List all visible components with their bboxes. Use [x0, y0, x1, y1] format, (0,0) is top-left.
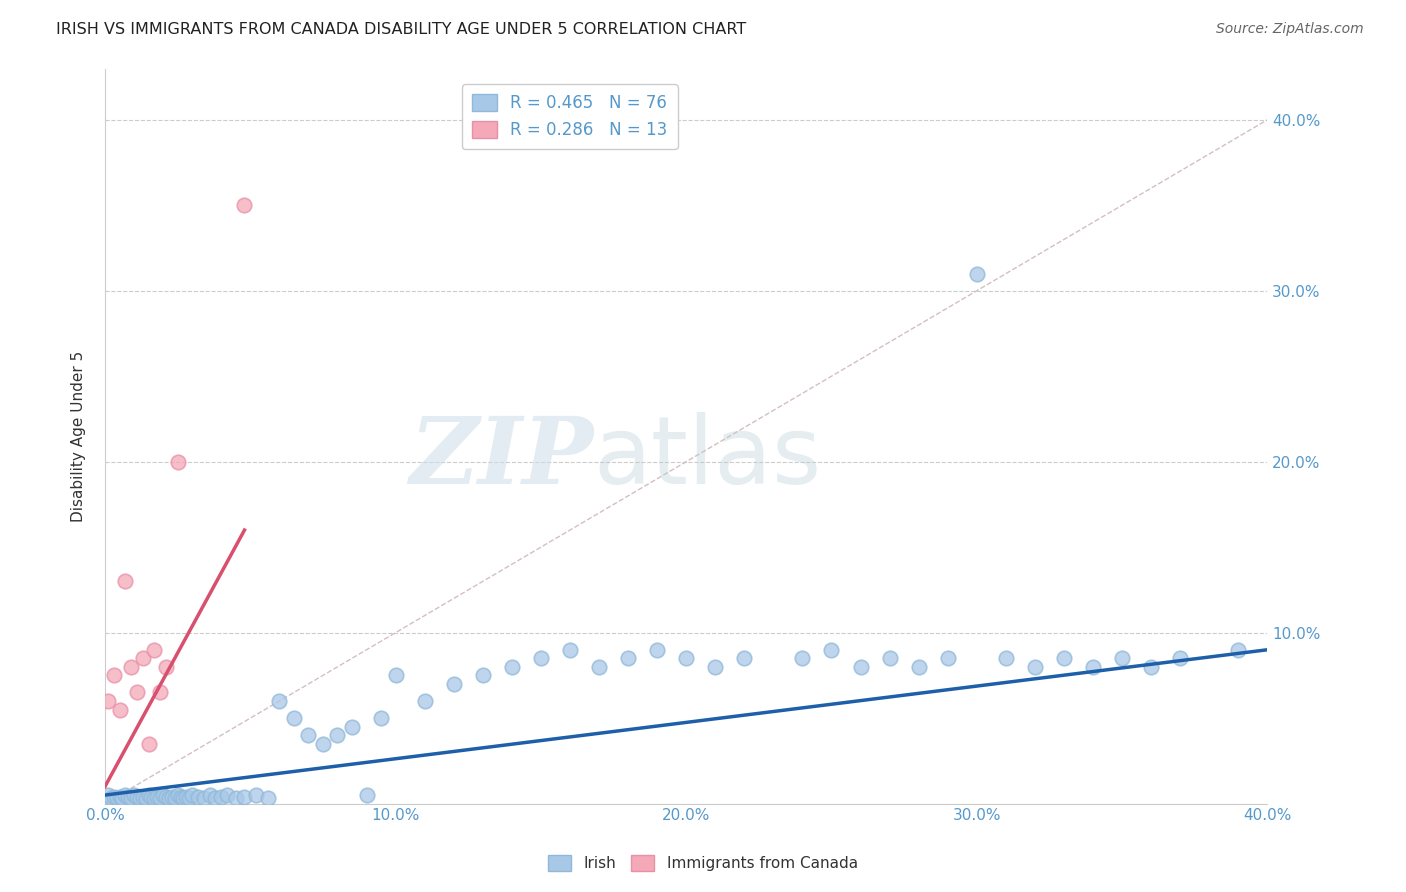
Point	[120, 791, 142, 805]
Point	[966, 267, 988, 281]
Point	[617, 651, 640, 665]
Point	[312, 737, 335, 751]
Point	[413, 694, 436, 708]
Point	[169, 789, 191, 804]
Point	[143, 642, 166, 657]
Point	[530, 651, 553, 665]
Point	[138, 737, 160, 751]
Point	[141, 789, 163, 804]
Point	[193, 791, 215, 805]
Point	[356, 788, 378, 802]
Point	[160, 789, 183, 804]
Point	[157, 791, 180, 805]
Point	[146, 789, 169, 804]
Point	[114, 788, 136, 802]
Point	[166, 455, 188, 469]
Point	[215, 788, 238, 802]
Point	[1081, 660, 1104, 674]
Point	[384, 668, 406, 682]
Point	[149, 791, 172, 805]
Point	[105, 791, 128, 805]
Point	[198, 788, 221, 802]
Point	[155, 660, 177, 674]
Point	[163, 791, 186, 805]
Point	[820, 642, 842, 657]
Point	[103, 789, 125, 804]
Point	[128, 791, 150, 805]
Point	[792, 651, 814, 665]
Point	[138, 788, 160, 802]
Point	[225, 791, 247, 805]
Point	[675, 651, 697, 665]
Point	[108, 789, 131, 804]
Point	[1024, 660, 1046, 674]
Point	[443, 677, 465, 691]
Point	[114, 574, 136, 589]
Text: IRISH VS IMMIGRANTS FROM CANADA DISABILITY AGE UNDER 5 CORRELATION CHART: IRISH VS IMMIGRANTS FROM CANADA DISABILI…	[56, 22, 747, 37]
Point	[269, 694, 291, 708]
Point	[187, 789, 209, 804]
Point	[143, 791, 166, 805]
Point	[125, 789, 148, 804]
Point	[256, 791, 278, 805]
Point	[108, 703, 131, 717]
Point	[994, 651, 1017, 665]
Point	[733, 651, 755, 665]
Point	[152, 788, 174, 802]
Point	[1227, 642, 1250, 657]
Point	[181, 788, 204, 802]
Point	[326, 728, 349, 742]
Point	[100, 791, 122, 805]
Point	[1168, 651, 1191, 665]
Point	[176, 789, 198, 804]
Point	[588, 660, 610, 674]
Point	[122, 788, 145, 802]
Point	[166, 788, 188, 802]
Point	[283, 711, 305, 725]
Point	[172, 791, 194, 805]
Legend: R = 0.465   N = 76, R = 0.286   N = 13: R = 0.465 N = 76, R = 0.286 N = 13	[463, 84, 678, 149]
Point	[132, 651, 155, 665]
Point	[97, 694, 120, 708]
Point	[233, 198, 256, 212]
Point	[132, 789, 155, 804]
Point	[179, 791, 201, 805]
Point	[704, 660, 727, 674]
Point	[245, 788, 267, 802]
Point	[1053, 651, 1076, 665]
Text: Source: ZipAtlas.com: Source: ZipAtlas.com	[1216, 22, 1364, 37]
Point	[103, 668, 125, 682]
Point	[936, 651, 959, 665]
Point	[849, 660, 872, 674]
Point	[120, 660, 142, 674]
Point	[501, 660, 523, 674]
Point	[111, 791, 134, 805]
Point	[558, 642, 581, 657]
Point	[645, 642, 668, 657]
Point	[204, 791, 226, 805]
Point	[907, 660, 929, 674]
Point	[149, 685, 172, 699]
Point	[370, 711, 392, 725]
Point	[125, 685, 148, 699]
Point	[97, 788, 120, 802]
Point	[117, 789, 139, 804]
Text: ZIP: ZIP	[409, 413, 593, 503]
Point	[297, 728, 319, 742]
Legend: Irish, Immigrants from Canada: Irish, Immigrants from Canada	[543, 849, 863, 877]
Point	[135, 791, 157, 805]
Y-axis label: Disability Age Under 5: Disability Age Under 5	[72, 351, 86, 522]
Text: atlas: atlas	[593, 412, 821, 504]
Point	[1140, 660, 1163, 674]
Point	[1111, 651, 1133, 665]
Point	[155, 789, 177, 804]
Point	[471, 668, 494, 682]
Point	[340, 720, 363, 734]
Point	[233, 789, 256, 804]
Point	[879, 651, 901, 665]
Point	[209, 789, 232, 804]
